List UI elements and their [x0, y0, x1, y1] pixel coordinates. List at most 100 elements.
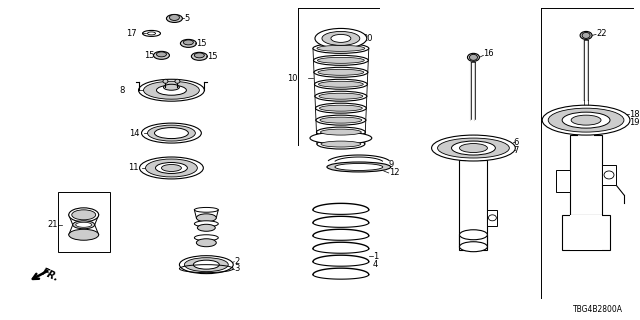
- Ellipse shape: [571, 115, 601, 125]
- Ellipse shape: [191, 52, 207, 60]
- Ellipse shape: [163, 84, 179, 90]
- Ellipse shape: [161, 164, 181, 172]
- Ellipse shape: [470, 54, 477, 60]
- Ellipse shape: [321, 141, 361, 147]
- Ellipse shape: [184, 40, 193, 45]
- Bar: [570, 135, 602, 235]
- Ellipse shape: [157, 85, 186, 95]
- Ellipse shape: [156, 163, 188, 173]
- Ellipse shape: [316, 103, 366, 113]
- Ellipse shape: [68, 229, 99, 240]
- Text: 11: 11: [129, 164, 139, 172]
- Bar: [461, 160, 486, 250]
- Ellipse shape: [321, 129, 362, 135]
- Ellipse shape: [562, 112, 610, 128]
- Ellipse shape: [154, 51, 170, 59]
- Ellipse shape: [154, 128, 188, 139]
- Ellipse shape: [467, 53, 479, 61]
- Text: 7: 7: [513, 146, 518, 155]
- Ellipse shape: [184, 258, 228, 272]
- Ellipse shape: [195, 207, 218, 212]
- Ellipse shape: [147, 125, 195, 141]
- Text: 4: 4: [372, 260, 378, 269]
- Ellipse shape: [195, 221, 218, 227]
- Text: 10: 10: [287, 74, 298, 83]
- Ellipse shape: [316, 127, 365, 137]
- Ellipse shape: [318, 69, 364, 75]
- Text: 21: 21: [47, 220, 58, 229]
- Bar: [556, 170, 570, 192]
- Bar: [563, 215, 609, 250]
- Ellipse shape: [313, 44, 369, 53]
- Ellipse shape: [317, 57, 364, 63]
- Ellipse shape: [314, 67, 368, 77]
- Ellipse shape: [163, 79, 168, 83]
- Ellipse shape: [166, 14, 182, 22]
- Ellipse shape: [314, 79, 367, 89]
- Text: TBG4B2800A: TBG4B2800A: [573, 305, 623, 314]
- Ellipse shape: [195, 53, 204, 58]
- Text: 12: 12: [388, 168, 399, 178]
- Ellipse shape: [431, 135, 515, 161]
- Ellipse shape: [143, 81, 199, 99]
- Ellipse shape: [310, 132, 372, 144]
- Ellipse shape: [488, 215, 497, 221]
- Ellipse shape: [319, 105, 362, 111]
- Ellipse shape: [145, 159, 197, 177]
- Ellipse shape: [170, 14, 179, 20]
- Text: 9: 9: [388, 161, 394, 170]
- Text: FR.: FR.: [40, 266, 60, 283]
- Text: 17: 17: [127, 29, 137, 38]
- Text: 15: 15: [145, 51, 155, 60]
- Ellipse shape: [604, 171, 614, 179]
- Text: 15: 15: [196, 39, 207, 48]
- Ellipse shape: [319, 81, 364, 87]
- Bar: [602, 165, 616, 185]
- Ellipse shape: [335, 164, 383, 171]
- Ellipse shape: [197, 224, 215, 231]
- Text: 5: 5: [184, 14, 189, 23]
- Ellipse shape: [580, 31, 592, 39]
- Ellipse shape: [175, 79, 180, 83]
- Text: 1: 1: [372, 252, 378, 261]
- Ellipse shape: [315, 91, 367, 101]
- Text: 19: 19: [629, 118, 639, 127]
- Text: 22: 22: [596, 29, 607, 38]
- Ellipse shape: [319, 93, 363, 99]
- Ellipse shape: [195, 235, 218, 241]
- Ellipse shape: [68, 208, 99, 222]
- Text: 20: 20: [363, 34, 373, 43]
- Text: 18: 18: [629, 110, 639, 119]
- Bar: [562, 215, 610, 250]
- Text: 16: 16: [483, 49, 494, 58]
- Ellipse shape: [179, 256, 233, 274]
- Bar: [578, 135, 594, 235]
- Ellipse shape: [138, 79, 204, 101]
- Ellipse shape: [320, 117, 362, 123]
- Ellipse shape: [460, 144, 488, 153]
- Ellipse shape: [180, 39, 196, 47]
- Text: 15: 15: [207, 52, 218, 61]
- Text: 2: 2: [234, 257, 239, 266]
- Ellipse shape: [548, 108, 624, 132]
- Ellipse shape: [316, 115, 366, 125]
- Ellipse shape: [141, 123, 202, 143]
- Ellipse shape: [327, 162, 390, 172]
- Text: 14: 14: [129, 129, 140, 138]
- Ellipse shape: [451, 141, 495, 155]
- Bar: [571, 135, 601, 235]
- Ellipse shape: [193, 260, 220, 269]
- Ellipse shape: [76, 222, 92, 227]
- Text: 3: 3: [234, 264, 239, 273]
- Bar: [488, 210, 497, 226]
- Ellipse shape: [315, 28, 367, 48]
- Ellipse shape: [542, 105, 630, 135]
- Ellipse shape: [582, 32, 590, 38]
- Ellipse shape: [314, 55, 368, 65]
- Bar: [58, 192, 109, 252]
- Ellipse shape: [196, 214, 216, 222]
- Ellipse shape: [317, 139, 365, 149]
- Ellipse shape: [460, 242, 488, 252]
- Bar: [460, 160, 488, 250]
- Ellipse shape: [322, 31, 360, 45]
